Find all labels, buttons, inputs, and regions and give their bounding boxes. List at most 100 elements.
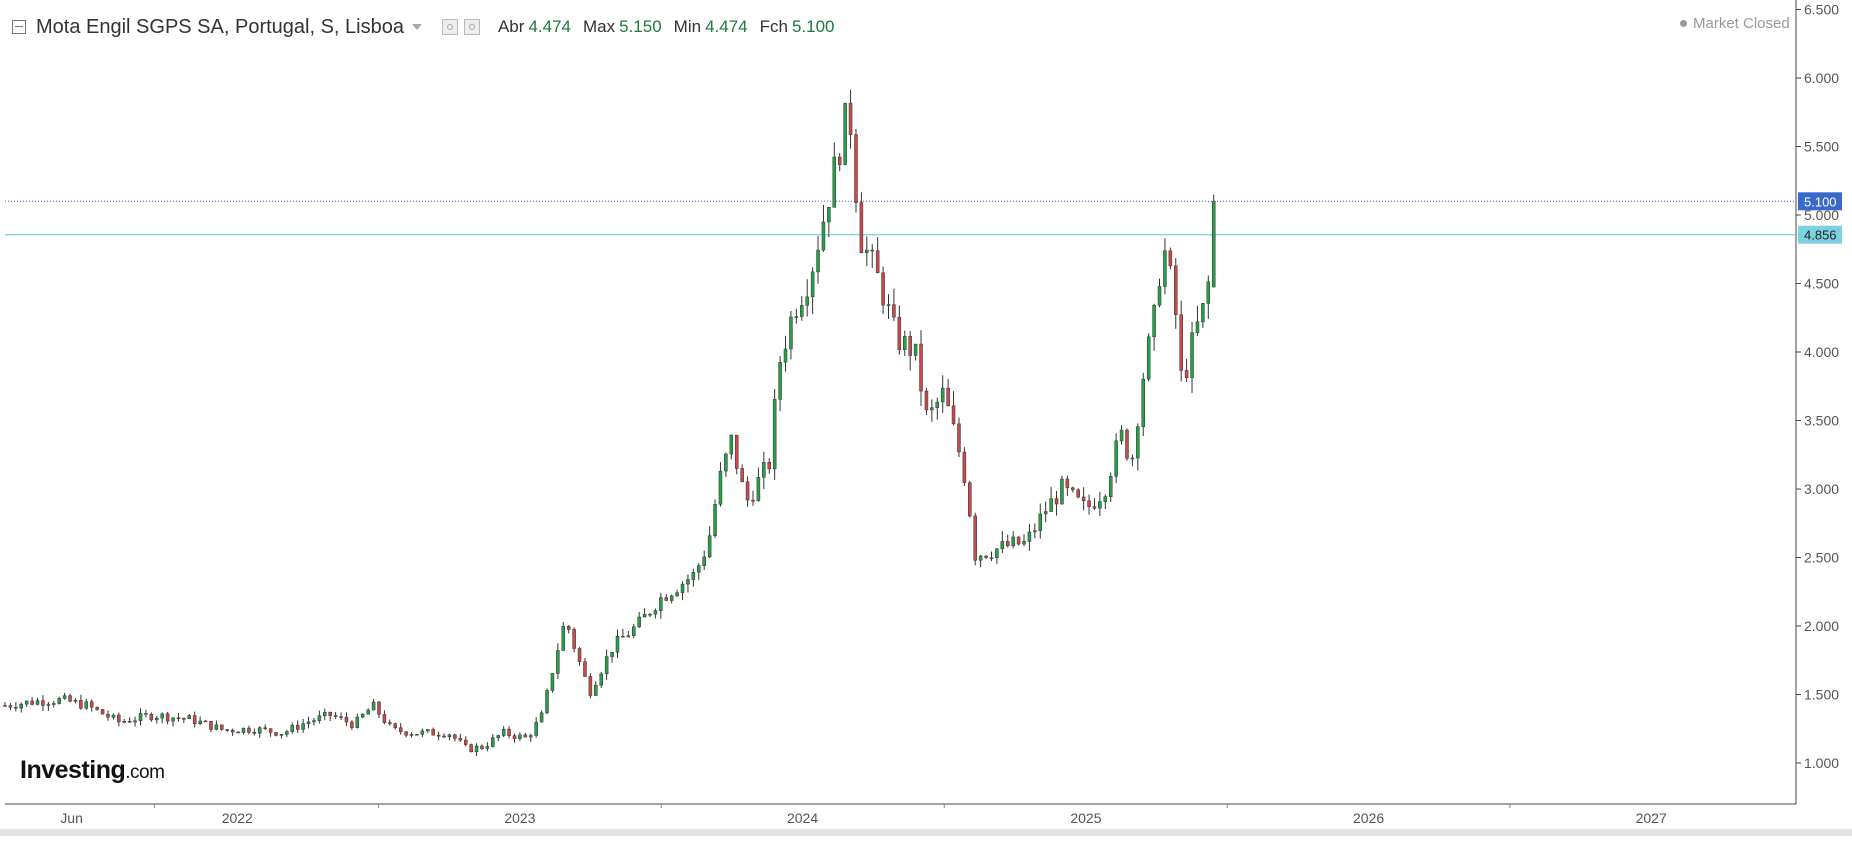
- investing-logo: Investing.com: [20, 756, 165, 785]
- candle-up: [772, 399, 777, 470]
- candle-up: [713, 503, 717, 536]
- candle-up: [279, 734, 284, 736]
- candle-down: [1179, 314, 1183, 371]
- candle-down: [263, 727, 267, 729]
- bottom-scroll-strip[interactable]: [0, 829, 1852, 836]
- candle-up: [940, 387, 945, 403]
- candle-down: [946, 387, 950, 407]
- candle-up: [718, 470, 723, 505]
- candle-up: [762, 461, 766, 478]
- x-tick-label: 2027: [1636, 810, 1667, 826]
- status-dot-icon: [1680, 20, 1687, 27]
- candle-down: [1125, 429, 1129, 459]
- candle-down: [247, 727, 251, 733]
- candle-down: [453, 734, 457, 739]
- candle-up: [1022, 541, 1026, 545]
- candle-up: [1201, 303, 1205, 323]
- candle-up: [529, 735, 533, 738]
- candle-down: [165, 713, 170, 722]
- candle-up: [637, 616, 641, 628]
- candle-down: [225, 729, 229, 731]
- candle-up: [1119, 429, 1124, 442]
- candle-down: [328, 711, 332, 716]
- candle-up: [1098, 501, 1102, 509]
- candle-up: [133, 720, 137, 723]
- candle-up: [1114, 440, 1118, 477]
- candle-up: [46, 704, 51, 706]
- candle-up: [978, 555, 983, 561]
- y-tick-label: 5.000: [1804, 207, 1839, 223]
- visibility-toggle-icon[interactable]: [441, 19, 458, 35]
- candle-down: [382, 714, 387, 723]
- candle-up: [317, 715, 322, 721]
- candle-down: [621, 635, 625, 638]
- candle-down: [274, 732, 278, 736]
- candle-down: [881, 272, 885, 306]
- collapse-icon[interactable]: [12, 20, 26, 34]
- candle-up: [1000, 541, 1005, 550]
- candle-up: [312, 720, 316, 723]
- candle-down: [875, 250, 880, 274]
- candle-up: [57, 698, 61, 704]
- open-label: Abr: [497, 17, 525, 36]
- candle-up: [707, 535, 712, 558]
- candle-down: [41, 700, 45, 706]
- candle-down: [463, 739, 468, 745]
- candle-down: [333, 715, 338, 717]
- candle-down: [1016, 536, 1021, 545]
- candle-up: [35, 700, 40, 705]
- candle-down: [458, 738, 463, 741]
- chevron-down-icon[interactable]: [411, 24, 422, 30]
- candle-down: [230, 729, 235, 733]
- candle-up: [371, 701, 376, 711]
- settings-gear-icon[interactable]: [463, 19, 480, 35]
- candle-up: [52, 703, 56, 705]
- candle-up: [631, 626, 636, 637]
- candle-up: [604, 656, 609, 675]
- candle-up: [1195, 321, 1200, 333]
- candle-down: [79, 700, 83, 709]
- candle-up: [1033, 530, 1037, 533]
- candle-down: [957, 423, 961, 453]
- x-tick-label: 2025: [1070, 810, 1101, 826]
- candle-down: [740, 468, 744, 483]
- candle-down: [14, 706, 18, 709]
- candle-down: [469, 744, 473, 753]
- candle-down: [1184, 370, 1189, 379]
- candle-down: [1005, 541, 1010, 547]
- candle-up: [1206, 281, 1211, 304]
- y-tick-label: 1.000: [1804, 755, 1839, 771]
- candle-down: [182, 717, 186, 720]
- candle-up: [642, 614, 647, 618]
- x-tick-label: 2023: [504, 810, 535, 826]
- candle-down: [106, 713, 110, 718]
- y-tick-label: 4.500: [1804, 276, 1839, 292]
- candle-up: [1152, 304, 1156, 338]
- x-tick-label: 2024: [787, 810, 818, 826]
- candle-down: [951, 405, 956, 425]
- candle-down: [1065, 478, 1070, 489]
- candle-up: [686, 579, 690, 585]
- candle-up: [756, 477, 761, 501]
- candle-up: [697, 565, 701, 573]
- candle-up: [800, 305, 804, 317]
- candle-down: [767, 461, 772, 470]
- candle-up: [1043, 511, 1048, 515]
- candle-down: [523, 734, 528, 738]
- y-tick-label: 1.500: [1804, 687, 1839, 703]
- candle-down: [1174, 265, 1178, 315]
- candle-down: [220, 724, 224, 730]
- candle-up: [19, 703, 24, 709]
- candle-down: [192, 715, 197, 725]
- candle-up: [111, 714, 116, 718]
- candle-down: [377, 701, 381, 715]
- candle-down: [968, 482, 972, 517]
- candle-up: [122, 721, 126, 723]
- candle-down: [149, 714, 154, 721]
- candle-down: [8, 705, 13, 708]
- candle-down: [566, 626, 571, 630]
- candle-down: [117, 714, 121, 723]
- x-tick-label: Jun: [60, 810, 83, 826]
